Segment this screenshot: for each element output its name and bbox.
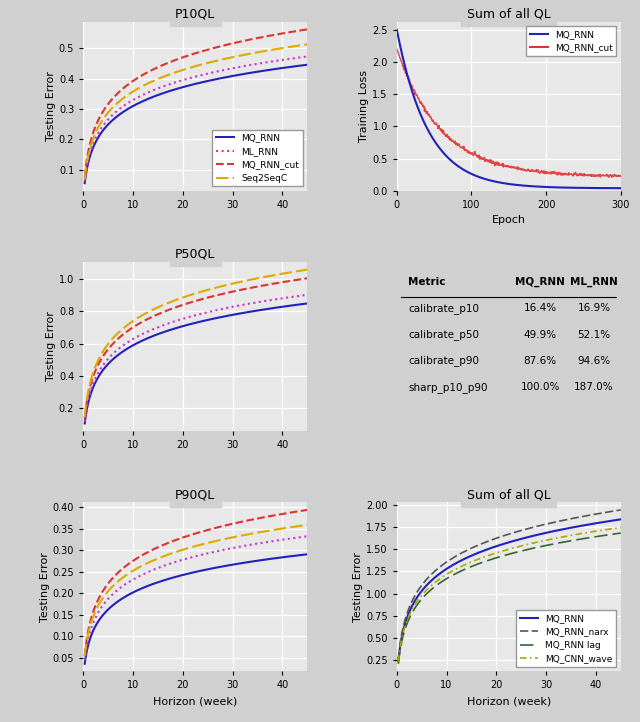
MQ_RNN_cut: [608, 173, 616, 181]
MQ_RNN_cut: [617, 171, 625, 180]
Text: ML_RNN: ML_RNN: [570, 277, 618, 287]
MQ_RNN: [433, 139, 440, 148]
X-axis label: Epoch: Epoch: [492, 215, 526, 225]
MQ_RNN: [393, 25, 401, 34]
Text: MQ_RNN: MQ_RNN: [515, 277, 565, 287]
Line: MQ_RNN: MQ_RNN: [397, 30, 621, 188]
MQ_RNN: [562, 183, 570, 192]
Title: Sum of all QL: Sum of all QL: [467, 7, 550, 20]
MQ_RNN_cut: [494, 161, 502, 170]
MQ_RNN: [617, 184, 625, 193]
MQ_RNN_cut: [451, 138, 458, 147]
MQ_RNN_cut: [433, 118, 440, 127]
Text: calibrate_p50: calibrate_p50: [408, 329, 479, 340]
Title: P10QL: P10QL: [175, 7, 215, 20]
Y-axis label: Testing Error: Testing Error: [40, 552, 50, 622]
Text: 187.0%: 187.0%: [574, 382, 614, 392]
Title: P50QL: P50QL: [175, 248, 216, 261]
Y-axis label: Training Loss: Training Loss: [360, 70, 369, 142]
Title: P90QL: P90QL: [175, 488, 215, 501]
MQ_RNN_cut: [562, 169, 570, 178]
Text: calibrate_p90: calibrate_p90: [408, 355, 479, 366]
X-axis label: Horizon (week): Horizon (week): [153, 696, 237, 706]
Text: 87.6%: 87.6%: [524, 356, 557, 366]
Y-axis label: Testing Error: Testing Error: [46, 312, 56, 381]
Text: calibrate_p10: calibrate_p10: [408, 303, 479, 314]
MQ_RNN: [494, 178, 502, 186]
Text: Metric: Metric: [408, 277, 445, 287]
MQ_RNN: [451, 159, 458, 168]
Text: 100.0%: 100.0%: [520, 382, 560, 392]
Text: 94.6%: 94.6%: [577, 356, 611, 366]
MQ_RNN: [543, 183, 550, 191]
Legend: MQ_RNN, MQ_RNN_cut: MQ_RNN, MQ_RNN_cut: [526, 26, 616, 56]
Y-axis label: Testing Error: Testing Error: [46, 71, 56, 142]
Text: 52.1%: 52.1%: [577, 330, 611, 340]
Text: 49.9%: 49.9%: [524, 330, 557, 340]
X-axis label: Horizon (week): Horizon (week): [467, 696, 551, 706]
MQ_RNN_cut: [393, 45, 401, 53]
Text: sharp_p10_p90: sharp_p10_p90: [408, 382, 488, 393]
Line: MQ_RNN_cut: MQ_RNN_cut: [397, 49, 621, 177]
MQ_RNN_cut: [525, 166, 532, 175]
Y-axis label: Testing Error: Testing Error: [353, 552, 364, 622]
MQ_RNN_cut: [543, 170, 550, 178]
Legend: MQ_RNN, ML_RNN, MQ_RNN_cut, Seq2SeqC: MQ_RNN, ML_RNN, MQ_RNN_cut, Seq2SeqC: [212, 130, 303, 186]
Legend: MQ_RNN, MQ_RNN_narx, MQ_RNN lag, MQ_CNN_wave: MQ_RNN, MQ_RNN_narx, MQ_RNN lag, MQ_CNN_…: [516, 610, 616, 667]
Text: 16.9%: 16.9%: [577, 303, 611, 313]
Title: Sum of all QL: Sum of all QL: [467, 488, 550, 501]
MQ_RNN: [525, 182, 532, 191]
Text: 16.4%: 16.4%: [524, 303, 557, 313]
